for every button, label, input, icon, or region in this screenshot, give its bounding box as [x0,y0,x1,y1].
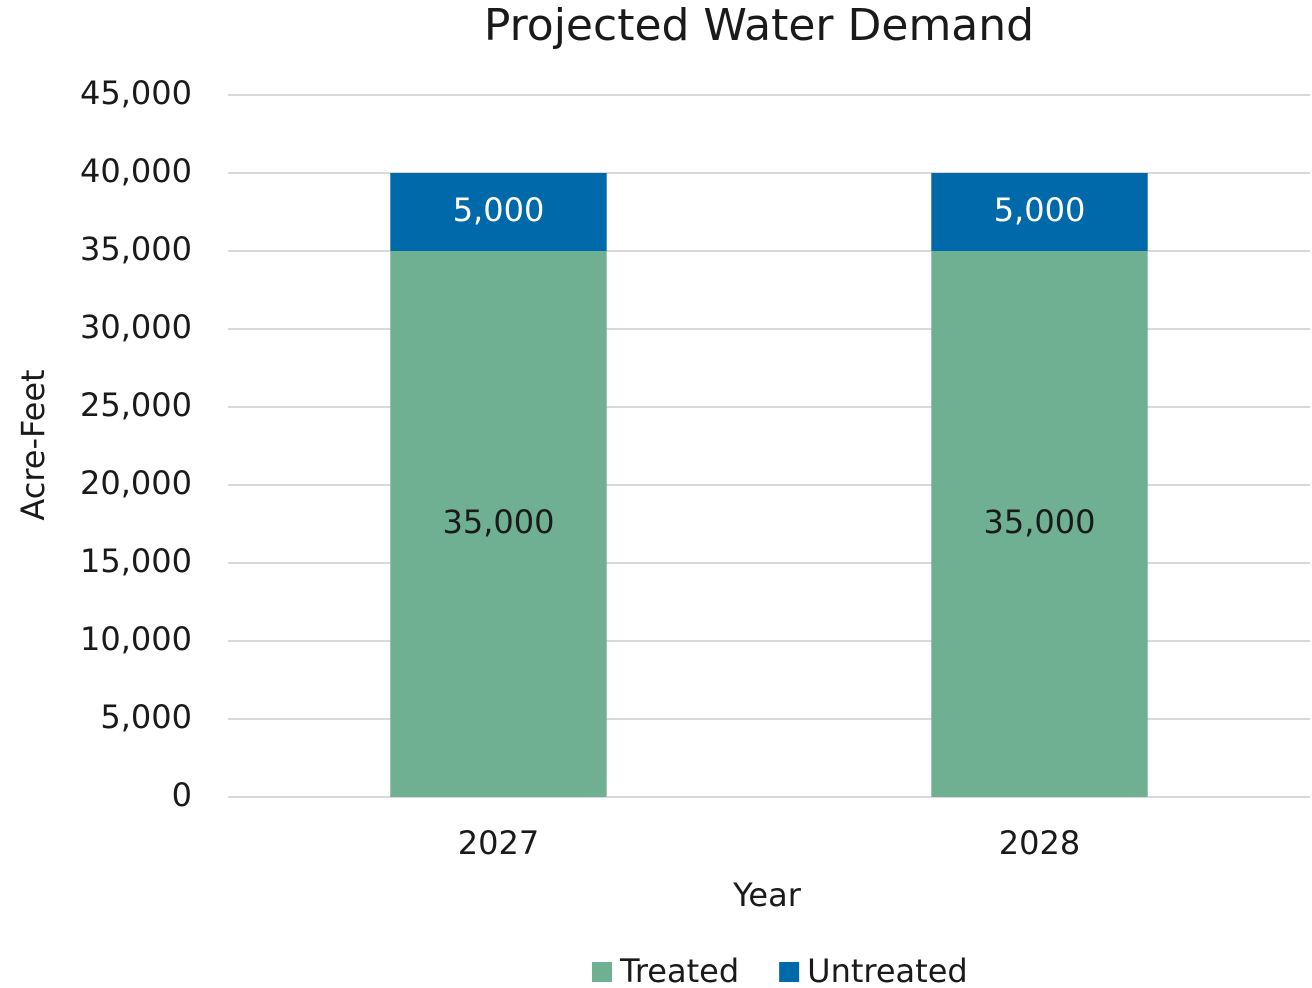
legend-label: Treated [619,952,739,988]
bar-segment [931,251,1148,797]
legend-swatch [592,962,612,982]
bar-segment [931,173,1148,251]
x-tick-label: 2028 [999,824,1080,862]
y-axis-label: Acre-Feet [14,369,52,520]
bar-segment [390,173,607,251]
data-label: 35,000 [443,503,555,541]
legend-swatch [779,962,800,982]
data-label: 35,000 [984,503,1096,541]
chart-title: Projected Water Demand [484,0,1034,51]
y-tick-label: 25,000 [80,386,192,424]
bar-segment [390,251,607,797]
data-label: 5,000 [453,191,545,229]
y-tick-label: 10,000 [80,620,192,658]
y-tick-label: 30,000 [80,308,192,346]
y-tick-label: 35,000 [80,230,192,268]
y-tick-label: 5,000 [100,698,192,736]
legend-label: Untreated [807,952,968,988]
x-tick-label: 2027 [458,824,539,862]
y-tick-label: 0 [172,776,192,814]
data-label: 5,000 [994,191,1086,229]
y-tick-label: 20,000 [80,464,192,502]
y-tick-label: 45,000 [80,74,192,112]
y-tick-label: 40,000 [80,152,192,190]
x-axis-label: Year [732,876,802,914]
y-tick-label: 15,000 [80,542,192,580]
